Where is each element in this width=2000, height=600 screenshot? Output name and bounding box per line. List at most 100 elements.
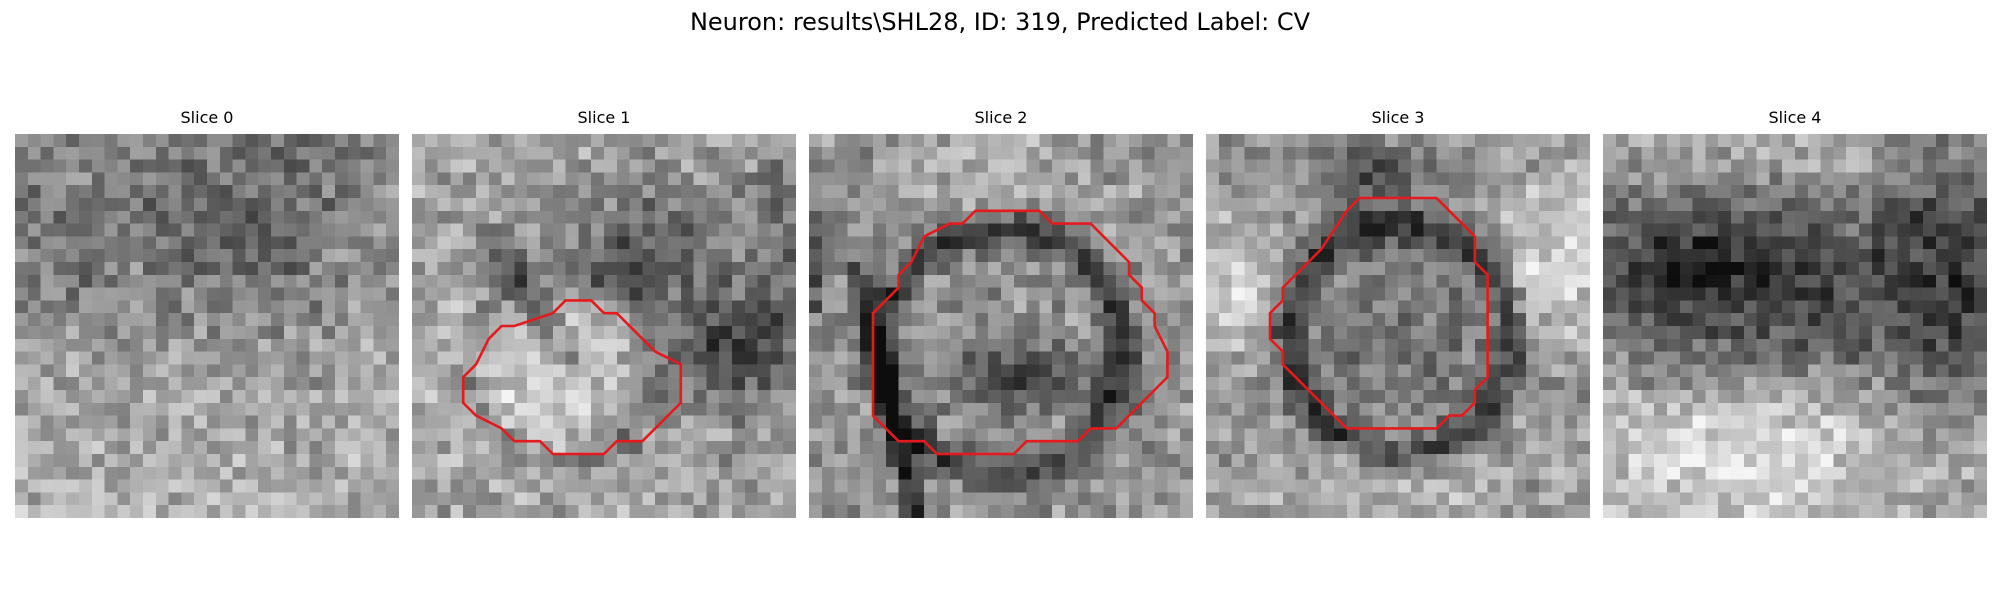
pixel	[1526, 134, 1540, 148]
pixel	[1654, 159, 1668, 173]
pixel	[386, 134, 399, 148]
pixel	[1679, 146, 1693, 160]
pixel	[1935, 223, 1949, 237]
pixel	[1628, 262, 1642, 276]
pixel	[1308, 377, 1322, 391]
pixel	[1462, 159, 1476, 173]
pixel	[783, 262, 796, 276]
pixel	[104, 364, 118, 378]
pixel	[1423, 274, 1437, 288]
pixel	[821, 134, 835, 148]
pixel	[655, 454, 669, 468]
pixel	[616, 134, 630, 148]
pixel	[578, 274, 592, 288]
pixel	[437, 402, 451, 416]
pixel	[1577, 313, 1590, 327]
pixel	[1884, 338, 1898, 352]
pixel	[207, 185, 221, 199]
pixel	[15, 146, 29, 160]
pixel	[1167, 479, 1181, 493]
pixel	[873, 492, 887, 506]
pixel	[604, 326, 618, 340]
pixel	[1103, 274, 1117, 288]
pixel	[924, 428, 938, 442]
pixel	[1654, 287, 1668, 301]
pixel	[1769, 287, 1783, 301]
pixel	[1807, 172, 1821, 186]
pixel	[1782, 313, 1796, 327]
pixel	[271, 274, 285, 288]
pixel	[463, 287, 477, 301]
pixel	[104, 185, 118, 199]
pixel	[412, 338, 426, 352]
pixel	[860, 454, 874, 468]
pixel	[1961, 415, 1975, 429]
pixel	[642, 454, 656, 468]
pixel	[155, 134, 169, 148]
pixel	[1833, 338, 1847, 352]
pixel	[1948, 428, 1962, 442]
pixel	[1603, 428, 1617, 442]
pixel	[1090, 441, 1104, 455]
pixel	[514, 159, 528, 173]
pixel	[552, 338, 566, 352]
pixel	[885, 134, 899, 148]
pixel	[1206, 313, 1220, 327]
pixel	[143, 262, 157, 276]
pixel	[91, 198, 105, 212]
pixel	[1321, 198, 1335, 212]
pixel	[1346, 492, 1360, 506]
pixel	[66, 159, 80, 173]
pixel	[309, 185, 323, 199]
pixel	[117, 249, 131, 263]
pixel	[1052, 198, 1066, 212]
pixel	[629, 466, 643, 480]
pixel	[219, 402, 233, 416]
pixel	[283, 377, 297, 391]
pixel	[1718, 466, 1732, 480]
pixel	[1167, 428, 1181, 442]
pixel	[1756, 172, 1770, 186]
pixel	[1077, 390, 1091, 404]
pixel	[1654, 479, 1668, 493]
pixel	[168, 300, 182, 314]
pixel	[604, 454, 618, 468]
pixel	[1052, 415, 1066, 429]
pixel	[1295, 415, 1309, 429]
pixel	[1641, 185, 1655, 199]
pixel	[1090, 198, 1104, 212]
pixel	[988, 159, 1002, 173]
pixel	[680, 338, 694, 352]
pixel	[79, 326, 93, 340]
pixel	[1295, 159, 1309, 173]
pixel	[386, 390, 399, 404]
pixel	[1718, 236, 1732, 250]
pixel	[1231, 236, 1245, 250]
pixel	[91, 428, 105, 442]
pixel	[27, 338, 41, 352]
pixel	[1846, 159, 1860, 173]
pixel	[1090, 236, 1104, 250]
pixel	[207, 428, 221, 442]
pixel	[578, 210, 592, 224]
pixel	[937, 249, 951, 263]
pixel	[437, 134, 451, 148]
pixel	[834, 428, 848, 442]
pixel	[1654, 454, 1668, 468]
pixel	[1180, 479, 1193, 493]
pixel	[335, 274, 349, 288]
pixel	[1615, 172, 1629, 186]
pixel	[1039, 159, 1053, 173]
pixel	[1603, 185, 1617, 199]
pixel	[783, 415, 796, 429]
pixel	[1385, 326, 1399, 340]
pixel	[1500, 428, 1514, 442]
pixel	[680, 492, 694, 506]
pixel	[1795, 274, 1809, 288]
pixel	[66, 172, 80, 186]
pixel	[53, 134, 67, 148]
pixel	[1090, 159, 1104, 173]
pixel	[1462, 300, 1476, 314]
pixel	[271, 492, 285, 506]
pixel	[1513, 300, 1527, 314]
